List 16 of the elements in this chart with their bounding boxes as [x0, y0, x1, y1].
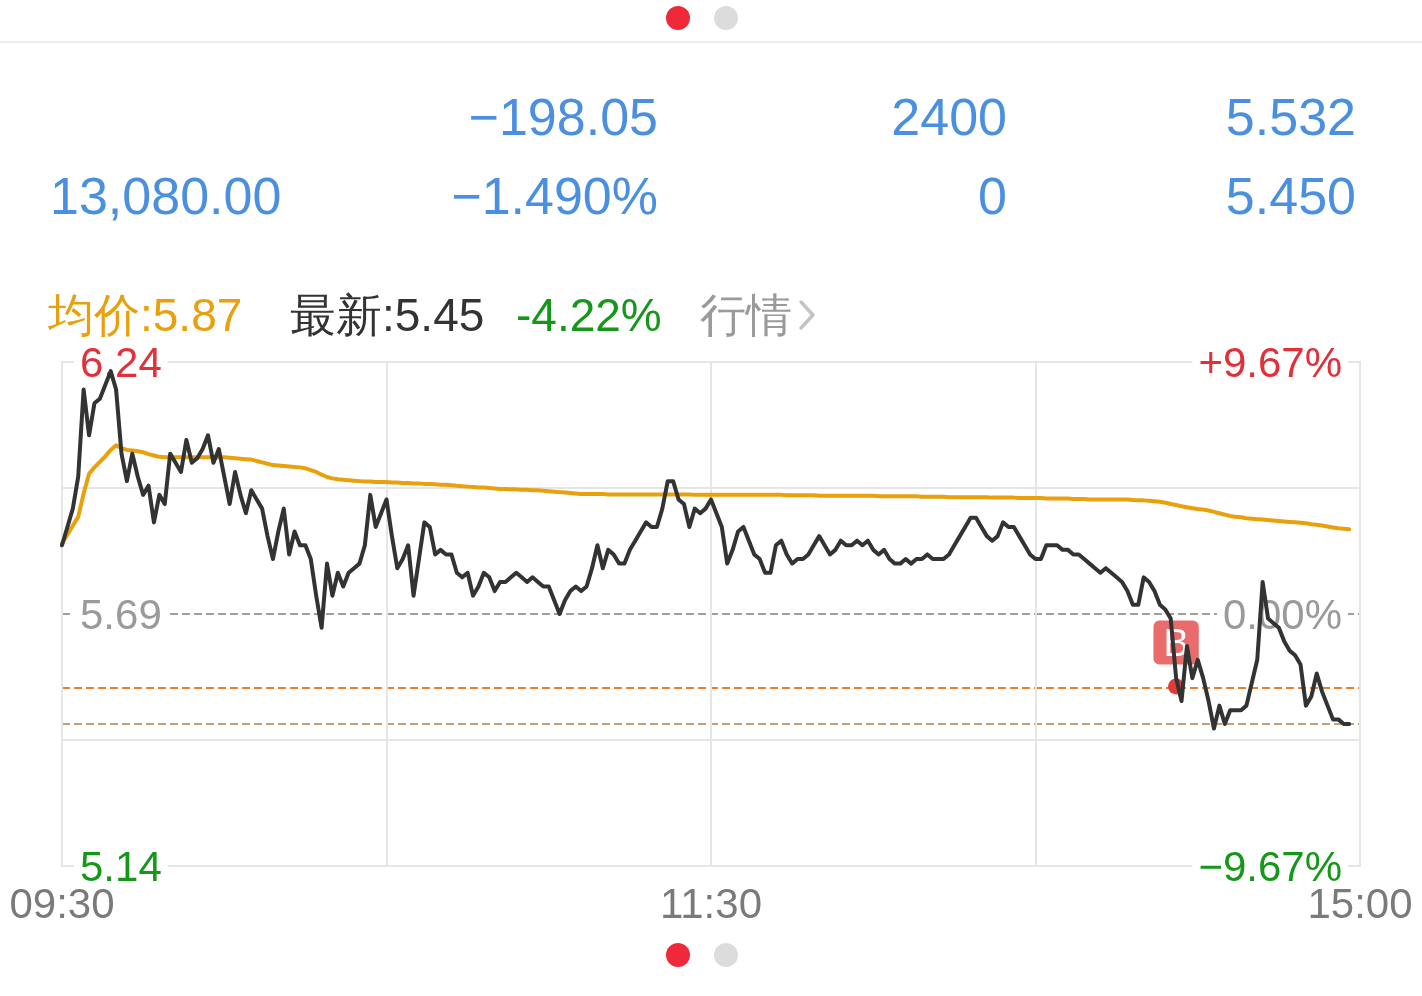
y-tick-label: 5.14 — [80, 842, 162, 890]
x-tick-label: 11:30 — [660, 879, 762, 927]
text: -4.22% — [516, 288, 662, 343]
text: 0 — [978, 166, 1007, 227]
text: 5.450 — [1225, 166, 1356, 227]
text: −198.05 — [468, 87, 658, 148]
text: 5.532 — [1225, 87, 1356, 148]
line-series — [60, 443, 1352, 546]
y-tick-label: 5.69 — [80, 590, 162, 638]
text: 2400 — [891, 87, 1007, 148]
text: −1.490% — [451, 166, 658, 227]
text: 最新:5.45 — [290, 288, 485, 343]
text: 13,080.00 — [50, 166, 282, 227]
text: 行情 — [700, 288, 792, 343]
y2-tick-label: −9.67% — [1198, 842, 1342, 890]
y2-tick-label: +9.67% — [1198, 338, 1342, 386]
